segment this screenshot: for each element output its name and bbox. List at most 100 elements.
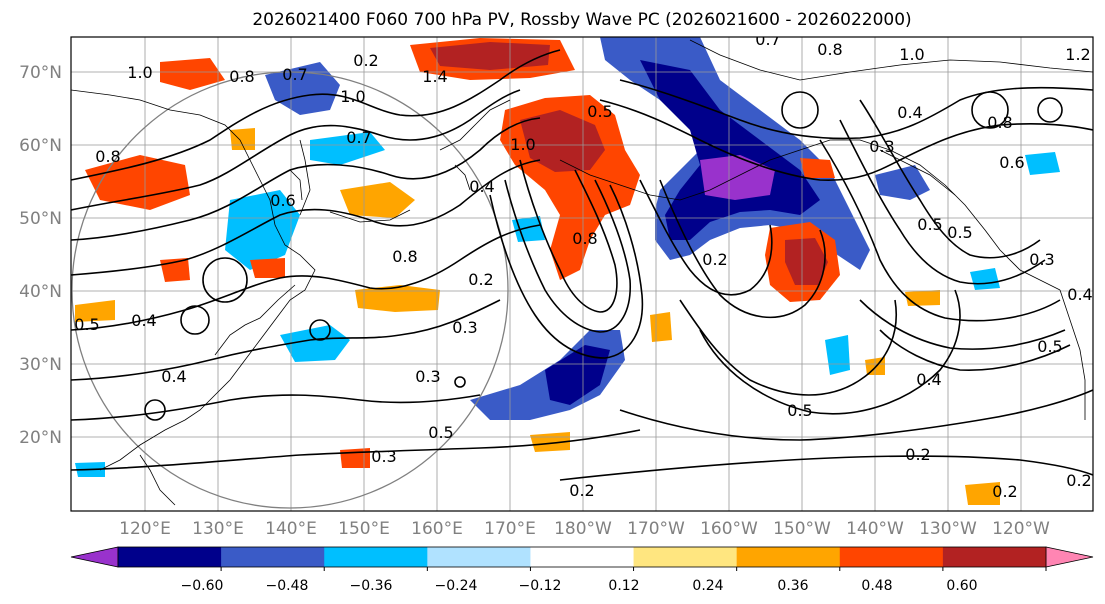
lat-label: 40°N xyxy=(19,282,62,302)
contour-label: 0.4 xyxy=(161,367,186,386)
contour-label: 1.4 xyxy=(422,67,447,86)
contour-label: 0.3 xyxy=(452,318,477,337)
contour-label: 0.4 xyxy=(1067,285,1092,304)
pos-anomaly-small10 xyxy=(230,128,255,150)
contour-label: 0.7 xyxy=(282,65,307,84)
contour-label: 0.8 xyxy=(817,40,842,59)
colorbar-label: −0.24 xyxy=(435,578,478,594)
pos-anomaly-small13 xyxy=(800,158,835,178)
colorbar-label: 0.60 xyxy=(946,578,977,594)
neg-anomaly-small4 xyxy=(825,335,850,375)
neg-anomaly-sw xyxy=(280,325,350,362)
pos-anomaly-small9 xyxy=(965,482,1000,505)
pos-anomaly-small11 xyxy=(905,290,940,306)
contour-label: 0.7 xyxy=(755,30,780,49)
range-circle xyxy=(71,71,509,509)
contour-label: 0.2 xyxy=(702,250,727,269)
colorbar-segment xyxy=(942,547,1047,567)
pos-anomaly-small5 xyxy=(75,300,115,322)
pos-anomaly-west1 xyxy=(85,155,190,210)
lon-label: 140°W xyxy=(846,519,904,539)
longitude-labels: 120°E 130°E 140°E 150°E 160°E 170°E 180°… xyxy=(119,519,1050,539)
contour-label: 0.8 xyxy=(229,67,254,86)
neg-anomaly-japan2 xyxy=(225,190,300,270)
contour-label: 0.2 xyxy=(905,445,930,464)
pv-contours xyxy=(71,49,1093,481)
gridlines xyxy=(71,37,1093,511)
contour-label: 0.2 xyxy=(353,51,378,70)
colorbar-segment xyxy=(324,547,428,567)
contour-label: 0.5 xyxy=(587,102,612,121)
contour-label: 0.2 xyxy=(569,481,594,500)
neg-anomaly-ne xyxy=(875,165,930,200)
lon-label: 130°W xyxy=(919,519,977,539)
neg-anomaly-small1 xyxy=(1025,152,1060,175)
contour-labels: 1.0 0.8 0.7 0.2 1.0 1.4 0.5 0.7 0.8 1.0 … xyxy=(74,30,1092,501)
lon-label: 180°W xyxy=(554,519,612,539)
contour-label: 0.8 xyxy=(572,229,597,248)
contour-label: 0.6 xyxy=(270,191,295,210)
colorbar-frame xyxy=(117,546,1047,568)
contour-label: 0.5 xyxy=(947,223,972,242)
neg-anomaly-alaska-peak xyxy=(700,155,775,200)
pos-anomaly-north-core xyxy=(430,42,550,70)
lon-label: 140°E xyxy=(265,519,317,539)
colorbar-ticks xyxy=(220,567,1047,571)
pos-anomaly-small1 xyxy=(355,285,440,312)
contour-label: 1.0 xyxy=(340,87,365,106)
contour-label: 0.3 xyxy=(371,447,396,466)
coastlines xyxy=(71,39,1093,506)
lat-label: 30°N xyxy=(19,355,62,375)
pos-anomaly-west2 xyxy=(160,58,225,90)
lat-label: 70°N xyxy=(19,63,62,83)
contour-label: 0.7 xyxy=(346,128,371,147)
pos-anomaly-small6 xyxy=(340,448,370,468)
lat-label: 50°N xyxy=(19,209,62,229)
colorbar-min-extend xyxy=(70,546,119,568)
contour-label: 0.3 xyxy=(1029,250,1054,269)
contour-label: 0.6 xyxy=(999,153,1024,172)
contour-label: 0.5 xyxy=(428,423,453,442)
colorbar-label: 0.36 xyxy=(777,578,808,594)
colorbar-label: −0.48 xyxy=(266,578,309,594)
neg-anomaly-small2 xyxy=(970,268,1000,290)
contour-label: 0.2 xyxy=(992,482,1017,501)
neg-anomaly-alaska-core xyxy=(640,60,820,240)
colorbar-label: 0.48 xyxy=(861,578,892,594)
colorbar-label: −0.60 xyxy=(181,578,224,594)
colorbar-segment xyxy=(118,547,222,567)
plot-title: 2026021400 F060 700 hPa PV, Rossby Wave … xyxy=(252,10,911,30)
map-area: 1.0 0.8 0.7 0.2 1.0 1.4 0.5 0.7 0.8 1.0 … xyxy=(71,30,1093,511)
contour-label: 0.5 xyxy=(1037,337,1062,356)
colorbar-segment xyxy=(221,547,325,567)
contour-label: 1.0 xyxy=(899,45,924,64)
colorbar-label: −0.36 xyxy=(350,578,393,594)
lon-label: 120°W xyxy=(992,519,1050,539)
colorbar-label: −0.12 xyxy=(519,578,562,594)
contour-label: 0.2 xyxy=(1066,471,1091,490)
lat-label: 20°N xyxy=(19,428,62,448)
neg-anomaly-japan xyxy=(265,62,340,115)
pos-anomaly-east-core xyxy=(785,238,828,285)
neg-anomaly-small5 xyxy=(310,132,385,165)
neg-anomaly-mid-core xyxy=(545,345,610,405)
colorbar: −0.60 −0.48 −0.36 −0.24 −0.12 0.12 0.24 … xyxy=(70,546,1094,594)
colorbar-segment xyxy=(736,547,841,567)
lon-label: 150°W xyxy=(773,519,831,539)
contour-label: 0.4 xyxy=(469,177,494,196)
latitude-labels: 70°N 60°N 50°N 40°N 30°N 20°N xyxy=(19,63,62,448)
colorbar-max-extend xyxy=(1045,546,1094,568)
lat-label: 60°N xyxy=(19,136,62,156)
contour-label: 0.4 xyxy=(131,311,156,330)
colorbar-segment xyxy=(427,547,531,567)
contour-label-05b: 0.5 xyxy=(787,401,812,420)
colorbar-segment xyxy=(633,547,738,567)
contour-label: 0.4 xyxy=(916,370,941,389)
contour-label: 0.8 xyxy=(987,113,1012,132)
lon-label: 170°E xyxy=(484,519,536,539)
colorbar-labels: −0.60 −0.48 −0.36 −0.24 −0.12 0.12 0.24 … xyxy=(181,578,978,594)
contour-label: 0.2 xyxy=(468,270,493,289)
contour-label: 0.5 xyxy=(917,215,942,234)
lon-label: 130°E xyxy=(192,519,244,539)
